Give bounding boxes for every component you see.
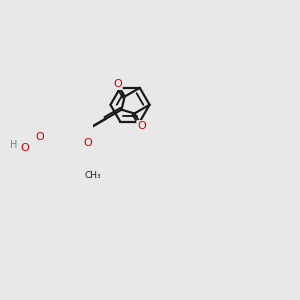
Text: O: O	[83, 138, 92, 148]
Text: O: O	[36, 132, 44, 142]
Text: O: O	[137, 121, 146, 131]
Text: CH₃: CH₃	[84, 170, 101, 179]
Text: H: H	[11, 140, 18, 150]
Text: O: O	[113, 79, 122, 89]
Text: O: O	[21, 143, 29, 153]
